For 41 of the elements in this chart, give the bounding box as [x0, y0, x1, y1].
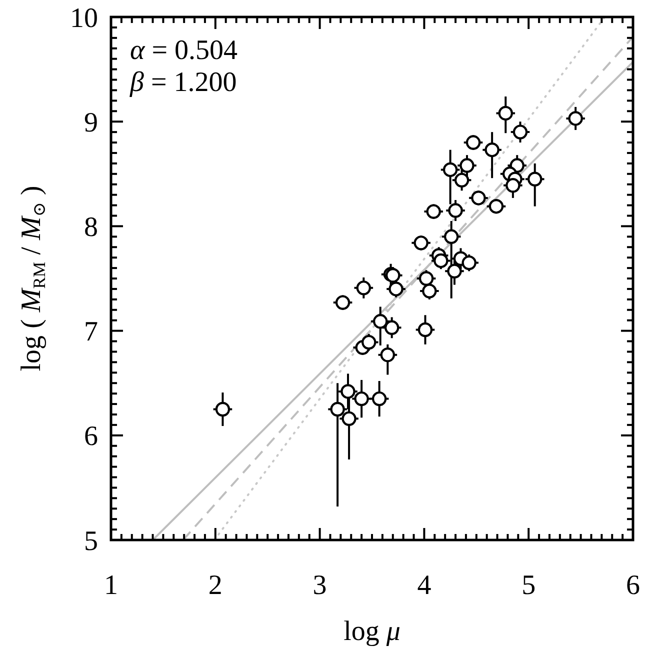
point — [335, 295, 350, 310]
point — [568, 111, 583, 126]
x-tick-label: 2 — [208, 570, 222, 601]
point — [422, 284, 437, 298]
point — [215, 402, 230, 417]
y-tick-label: 5 — [84, 526, 98, 557]
point — [444, 229, 459, 244]
y-tick-label: 9 — [84, 107, 98, 138]
point — [362, 334, 376, 350]
point — [418, 322, 433, 338]
point — [498, 106, 513, 121]
point — [460, 158, 474, 173]
point — [418, 271, 434, 286]
point — [356, 280, 371, 296]
point — [380, 348, 396, 362]
y-tick-label: 10 — [70, 2, 98, 34]
point — [414, 236, 428, 250]
point — [484, 142, 500, 158]
point — [471, 190, 486, 206]
y-tick-label: 7 — [84, 316, 98, 348]
point — [340, 384, 356, 399]
annotation: α = 0.504 — [130, 35, 238, 66]
point — [488, 198, 504, 214]
y-tick-label: 6 — [84, 421, 98, 452]
point — [384, 320, 400, 336]
point — [528, 172, 542, 186]
point — [388, 282, 404, 296]
x-tick-label: 5 — [522, 570, 536, 601]
point — [512, 124, 528, 140]
point — [462, 255, 476, 270]
x-axis-title: log μ — [344, 616, 400, 647]
y-tick-label: 8 — [84, 212, 98, 243]
point — [506, 178, 520, 193]
annotation: β = 1.200 — [129, 67, 237, 98]
x-tick-label: 4 — [417, 570, 432, 601]
point — [454, 172, 470, 188]
x-tick-label: 3 — [312, 570, 327, 601]
x-tick-label: 1 — [104, 570, 118, 601]
x-tick-label: 6 — [626, 570, 640, 601]
point — [373, 314, 388, 329]
point — [466, 135, 481, 150]
